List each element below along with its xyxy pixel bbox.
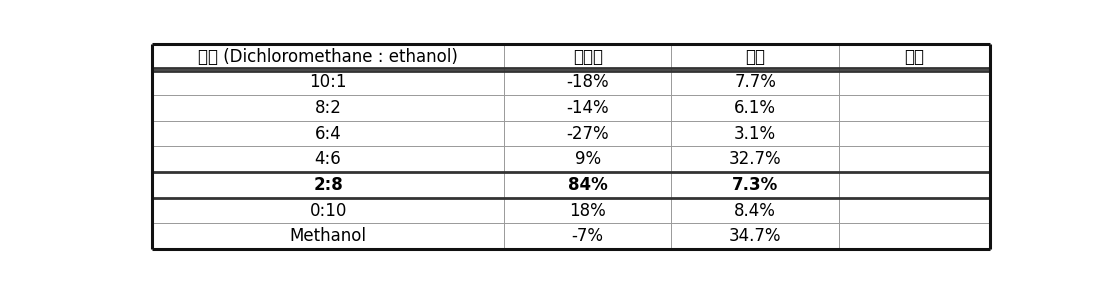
Text: 특성: 특성 [905, 48, 925, 66]
Text: 8.4%: 8.4% [734, 202, 776, 220]
Text: 3.1%: 3.1% [734, 125, 776, 143]
Text: 지구력: 지구력 [573, 48, 603, 66]
Text: -18%: -18% [566, 73, 609, 91]
Text: 18%: 18% [569, 202, 606, 220]
Text: 2:8: 2:8 [313, 176, 343, 194]
Text: 32.7%: 32.7% [729, 150, 782, 168]
Text: -7%: -7% [571, 227, 604, 245]
Text: 10:1: 10:1 [310, 73, 346, 91]
Text: 8:2: 8:2 [314, 99, 342, 117]
Text: 9%: 9% [575, 150, 600, 168]
Text: 6:4: 6:4 [314, 125, 341, 143]
Text: 4:6: 4:6 [314, 150, 341, 168]
Text: 6.1%: 6.1% [734, 99, 776, 117]
Text: 0:10: 0:10 [310, 202, 346, 220]
Text: 분획 (Dichloromethane : ethanol): 분획 (Dichloromethane : ethanol) [198, 48, 458, 66]
Text: 84%: 84% [568, 176, 607, 194]
Text: 34.7%: 34.7% [729, 227, 781, 245]
Text: -27%: -27% [566, 125, 609, 143]
Text: 7.3%: 7.3% [732, 176, 779, 194]
Text: 7.7%: 7.7% [734, 73, 776, 91]
Text: -14%: -14% [566, 99, 609, 117]
Text: Methanol: Methanol [290, 227, 367, 245]
Text: 수율: 수율 [745, 48, 765, 66]
